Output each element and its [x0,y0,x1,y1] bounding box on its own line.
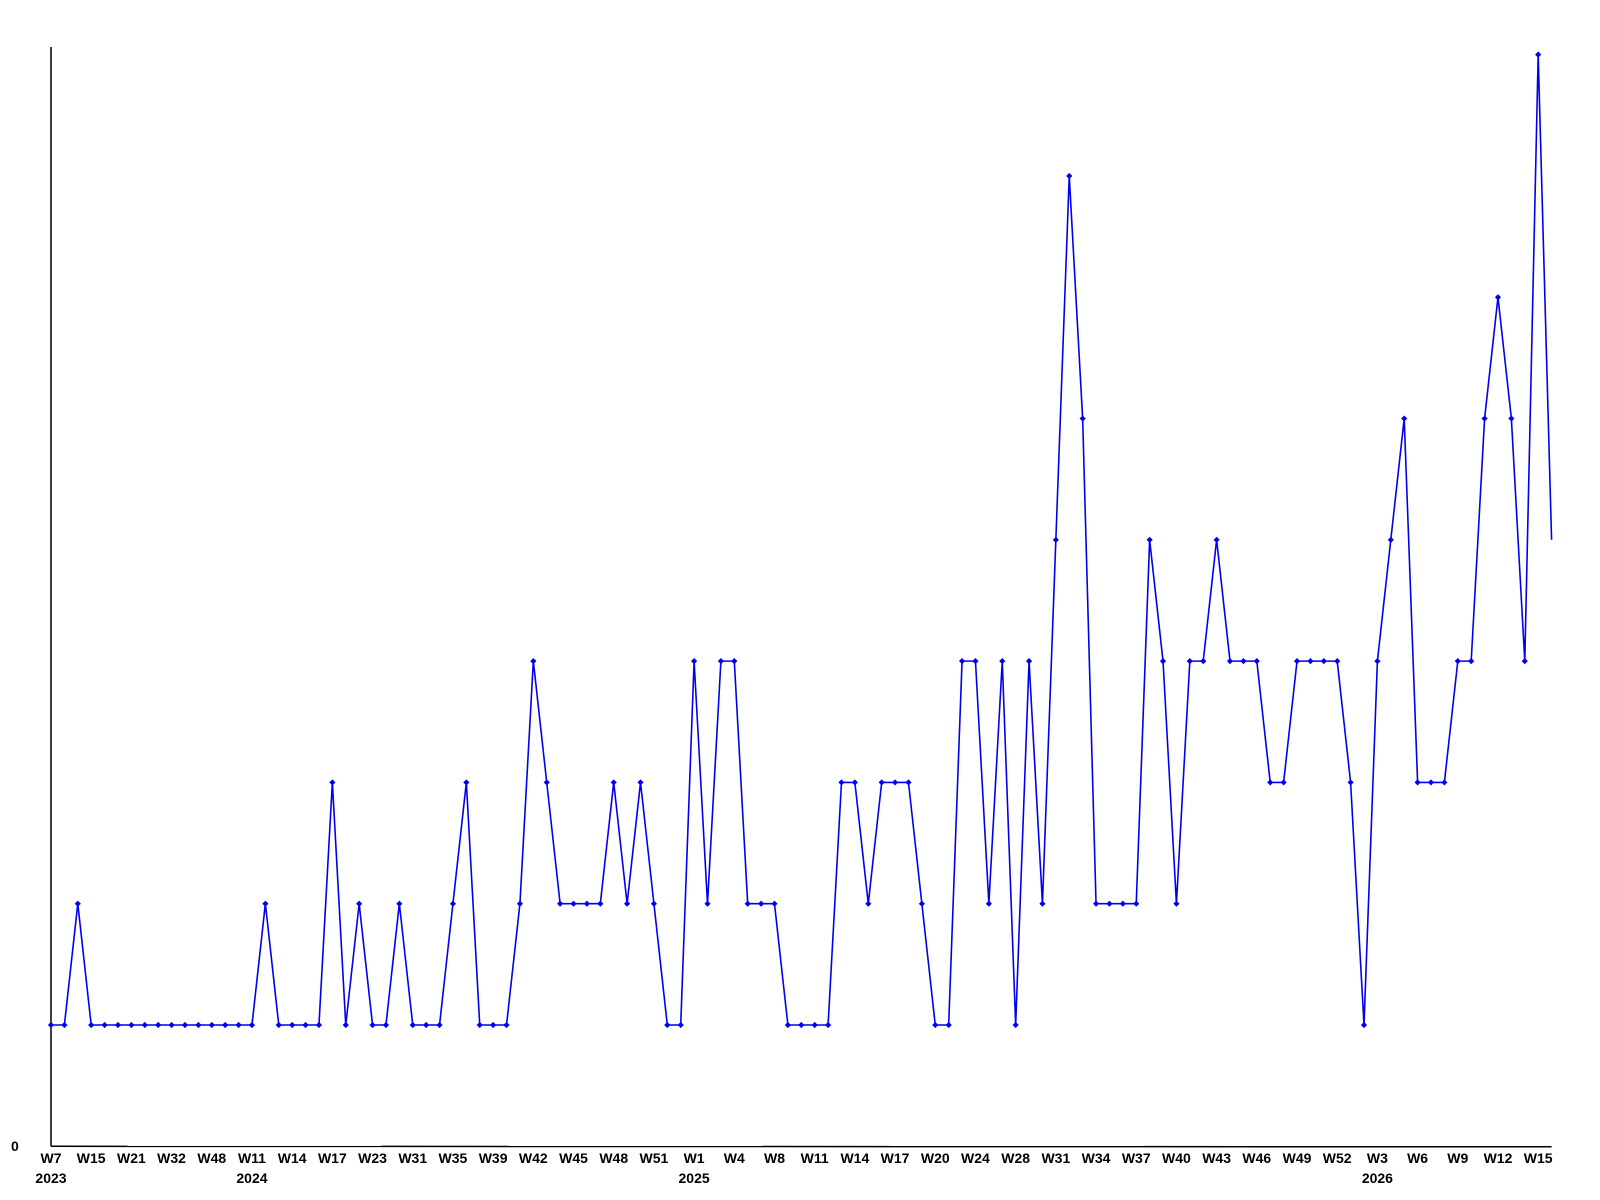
svg-text:2024: 2024 [236,1170,267,1186]
svg-text:W31: W31 [1041,1150,1070,1166]
svg-text:W15: W15 [1524,1150,1553,1166]
svg-text:W7: W7 [41,1150,62,1166]
svg-text:W8: W8 [764,1150,785,1166]
svg-text:W48: W48 [599,1150,628,1166]
svg-text:W21: W21 [117,1150,146,1166]
svg-text:W52: W52 [1323,1150,1352,1166]
svg-text:W28: W28 [1001,1150,1030,1166]
svg-text:W14: W14 [840,1150,869,1166]
svg-text:W11: W11 [238,1150,266,1166]
svg-text:W4: W4 [724,1150,745,1166]
svg-text:W3: W3 [1367,1150,1388,1166]
svg-text:W49: W49 [1283,1150,1312,1166]
svg-text:W32: W32 [157,1150,186,1166]
svg-text:W34: W34 [1082,1150,1111,1166]
svg-text:W51: W51 [640,1150,669,1166]
svg-text:W15: W15 [77,1150,106,1166]
svg-text:W39: W39 [479,1150,508,1166]
svg-text:W9: W9 [1447,1150,1468,1166]
svg-text:2023: 2023 [35,1170,66,1186]
svg-text:W35: W35 [439,1150,468,1166]
svg-text:W11: W11 [801,1150,829,1166]
svg-text:W14: W14 [278,1150,307,1166]
svg-text:W40: W40 [1162,1150,1191,1166]
svg-text:W46: W46 [1242,1150,1271,1166]
svg-text:W24: W24 [961,1150,990,1166]
svg-text:W31: W31 [398,1150,427,1166]
svg-text:0: 0 [11,1138,19,1154]
svg-text:W42: W42 [519,1150,548,1166]
svg-text:2026: 2026 [1362,1170,1393,1186]
svg-text:W37: W37 [1122,1150,1151,1166]
svg-text:W48: W48 [197,1150,226,1166]
svg-text:W43: W43 [1202,1150,1231,1166]
svg-text:W1: W1 [684,1150,705,1166]
svg-text:W6: W6 [1407,1150,1428,1166]
svg-text:W45: W45 [559,1150,588,1166]
svg-text:W17: W17 [881,1150,910,1166]
svg-text:W17: W17 [318,1150,347,1166]
svg-text:W12: W12 [1484,1150,1513,1166]
svg-text:2025: 2025 [679,1170,710,1186]
svg-text:W20: W20 [921,1150,950,1166]
svg-text:W23: W23 [358,1150,387,1166]
